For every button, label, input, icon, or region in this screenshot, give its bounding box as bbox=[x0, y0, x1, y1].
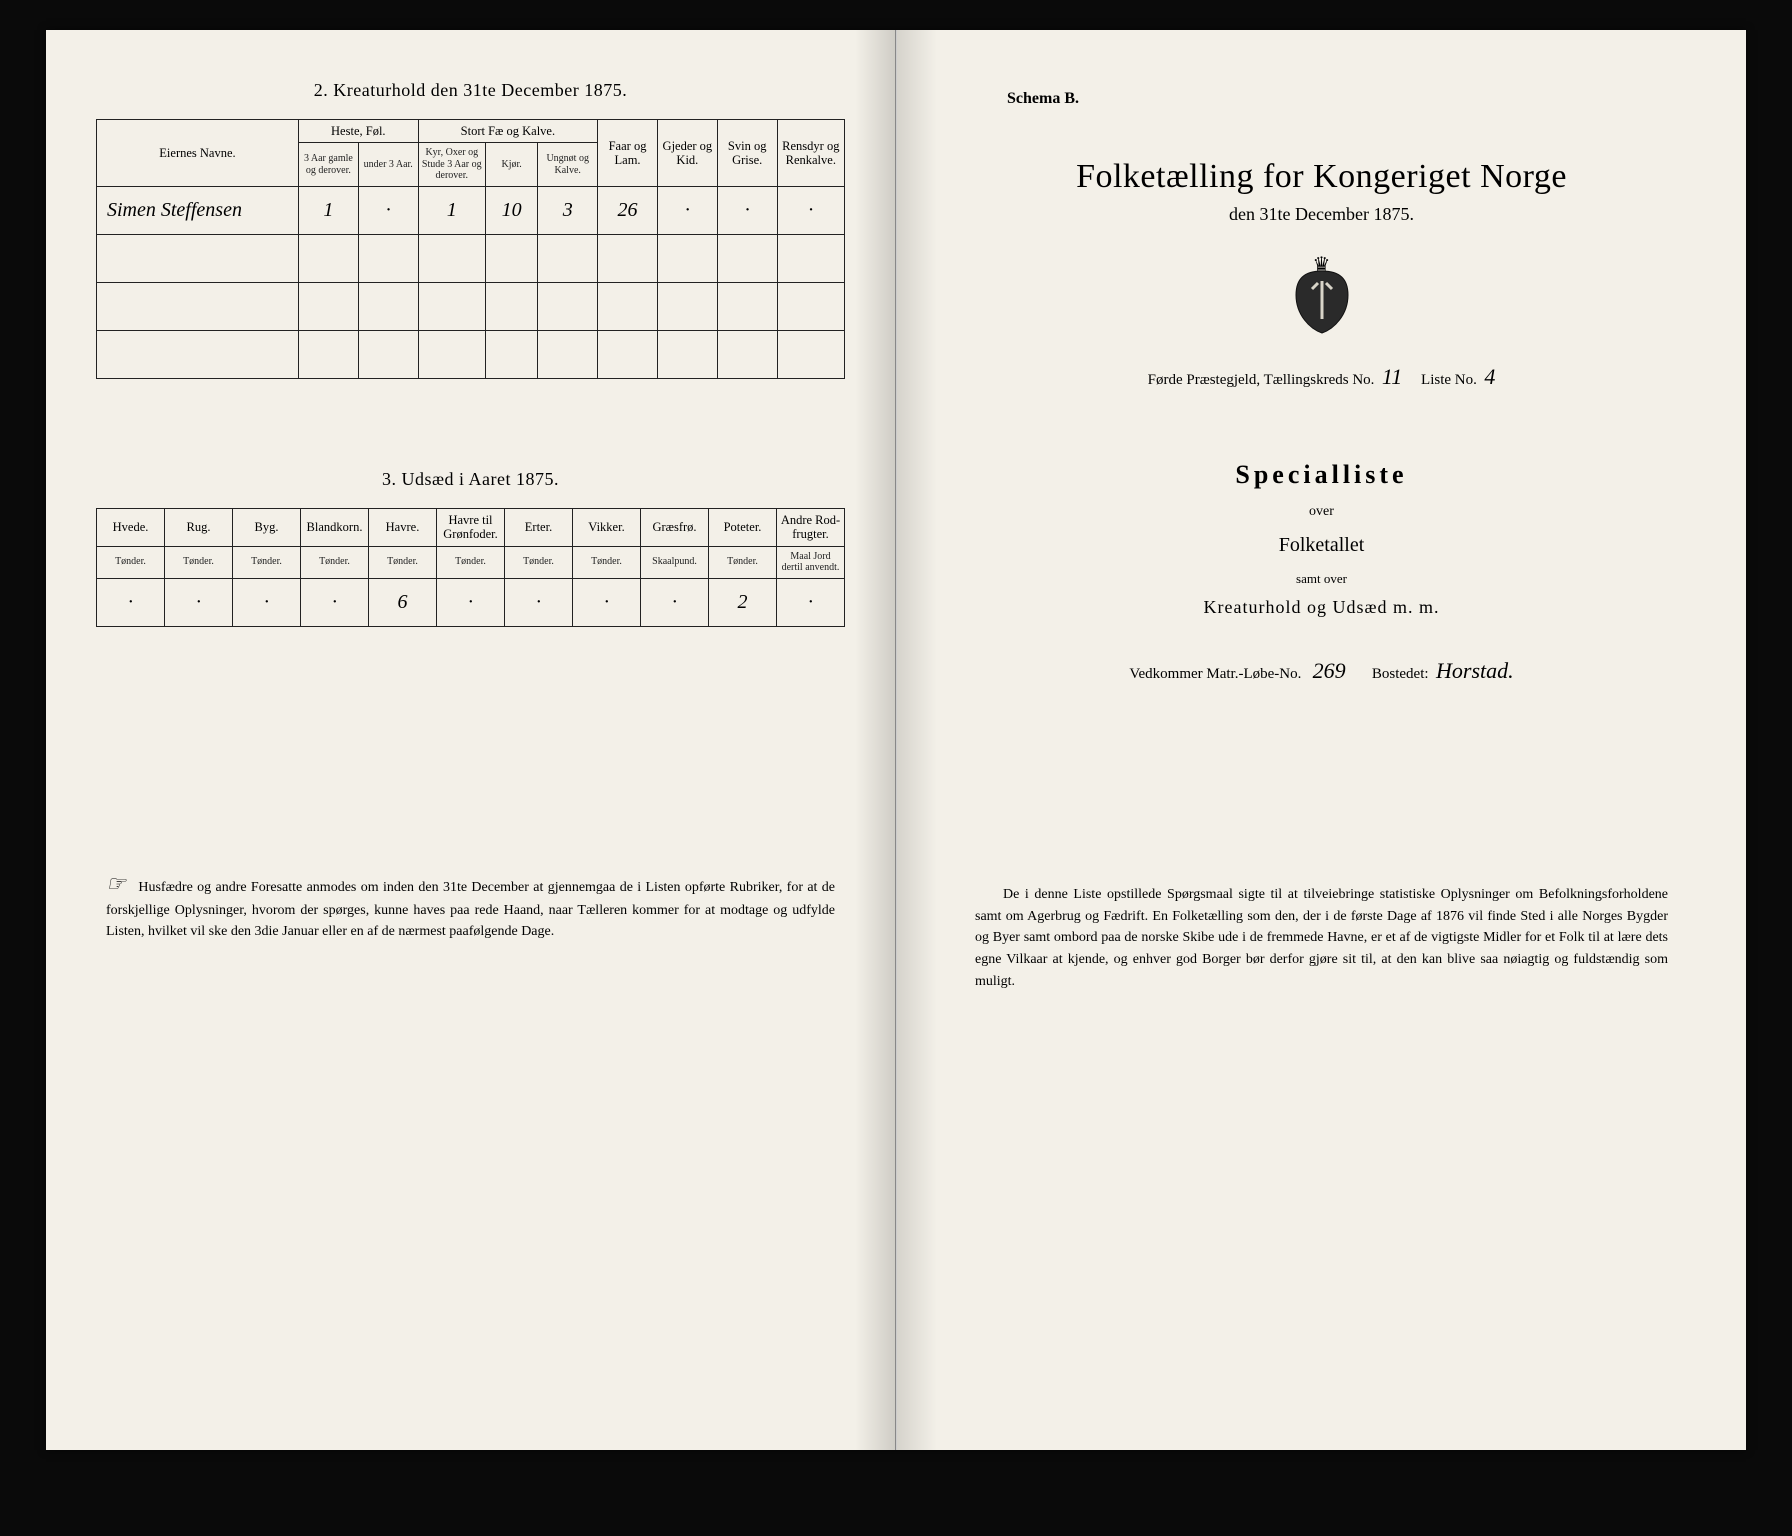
cell: · bbox=[573, 578, 641, 626]
col-oats: Havre. bbox=[369, 508, 437, 546]
parish-line: Førde Præstegjeld, Tællingskreds No. 11 … bbox=[947, 364, 1696, 390]
matr-number: 269 bbox=[1313, 658, 1346, 683]
cell: · bbox=[777, 578, 845, 626]
col-peas: Erter. bbox=[505, 508, 573, 546]
liste-number: 4 bbox=[1484, 364, 1495, 389]
col-cattle-3plus: Kyr, Oxer og Stude 3 Aar og derover. bbox=[418, 143, 485, 187]
col-horses: Heste, Føl. bbox=[298, 120, 418, 143]
census-date: den 31te December 1875. bbox=[947, 204, 1696, 225]
col-potatoes: Poteter. bbox=[709, 508, 777, 546]
liste-label: Liste No. bbox=[1421, 372, 1477, 388]
bottom-paragraph: De i denne Liste opstillede Spørgsmaal s… bbox=[947, 884, 1696, 992]
kreatur-label: Kreaturhold og Udsæd m. m. bbox=[947, 597, 1696, 618]
col-barley: Byg. bbox=[233, 508, 301, 546]
left-page: 2. Kreaturhold den 31te December 1875. E… bbox=[46, 30, 896, 1450]
parish-label: Førde Præstegjeld, Tællingskreds No. bbox=[1148, 372, 1375, 388]
cell: 3 bbox=[538, 186, 598, 234]
col-sheep: Faar og Lam. bbox=[598, 120, 658, 187]
right-page: Schema B. Folketælling for Kongeriget No… bbox=[896, 30, 1746, 1450]
unit: Tønder. bbox=[165, 546, 233, 578]
cell: · bbox=[358, 186, 418, 234]
kreds-number: 11 bbox=[1382, 364, 1402, 389]
table-row bbox=[97, 330, 845, 378]
col-rye: Rug. bbox=[165, 508, 233, 546]
col-grass-seed: Græsfrø. bbox=[641, 508, 709, 546]
col-pigs: Svin og Grise. bbox=[717, 120, 777, 187]
pointing-hand-icon: ☞ bbox=[106, 867, 134, 900]
col-wheat: Hvede. bbox=[97, 508, 165, 546]
cell: 1 bbox=[418, 186, 485, 234]
cell: · bbox=[641, 578, 709, 626]
unit: Tønder. bbox=[233, 546, 301, 578]
col-cows: Kjør. bbox=[485, 143, 537, 187]
specialliste-heading: Specialliste bbox=[947, 460, 1696, 490]
unit: Tønder. bbox=[505, 546, 573, 578]
unit: Tønder. bbox=[709, 546, 777, 578]
cell: 6 bbox=[369, 578, 437, 626]
table2-title: 2. Kreaturhold den 31te December 1875. bbox=[96, 80, 845, 101]
cell: · bbox=[717, 186, 777, 234]
cell: 26 bbox=[598, 186, 658, 234]
col-goats: Gjeder og Kid. bbox=[657, 120, 717, 187]
unit: Skaalpund. bbox=[641, 546, 709, 578]
unit: Tønder. bbox=[97, 546, 165, 578]
table-row bbox=[97, 282, 845, 330]
table-row: · · · · 6 · · · · 2 · bbox=[97, 578, 845, 626]
livestock-table: Eiernes Navne. Heste, Føl. Stort Fæ og K… bbox=[96, 119, 845, 379]
matr-line: Vedkommer Matr.-Løbe-No. 269 Bostedet: H… bbox=[947, 658, 1696, 684]
cell: · bbox=[233, 578, 301, 626]
col-owner-name: Eiernes Navne. bbox=[97, 120, 299, 187]
coat-of-arms-icon: ♛ bbox=[947, 255, 1696, 344]
col-other-roots: Andre Rod-frugter. bbox=[777, 508, 845, 546]
cell: · bbox=[437, 578, 505, 626]
cell: · bbox=[657, 186, 717, 234]
samt-label: samt over bbox=[947, 571, 1696, 587]
cell: · bbox=[301, 578, 369, 626]
cell: 1 bbox=[298, 186, 358, 234]
col-mixed: Blandkorn. bbox=[301, 508, 369, 546]
col-oats-green: Havre til Grønfoder. bbox=[437, 508, 505, 546]
cell: · bbox=[777, 186, 844, 234]
col-reindeer: Rensdyr og Renkalve. bbox=[777, 120, 844, 187]
col-horse-3plus: 3 Aar gamle og derover. bbox=[298, 143, 358, 187]
col-vetch: Vikker. bbox=[573, 508, 641, 546]
bostedet-value: Horstad. bbox=[1436, 658, 1514, 683]
col-calves: Ungnøt og Kalve. bbox=[538, 143, 598, 187]
table-row: Simen Steffensen 1 · 1 10 3 26 · · · bbox=[97, 186, 845, 234]
folketallet-label: Folketallet bbox=[947, 534, 1696, 557]
main-title: Folketælling for Kongeriget Norge bbox=[947, 158, 1696, 196]
unit: Tønder. bbox=[301, 546, 369, 578]
bottom-text: De i denne Liste opstillede Spørgsmaal s… bbox=[975, 887, 1668, 989]
cell: 2 bbox=[709, 578, 777, 626]
cell: · bbox=[165, 578, 233, 626]
cell: · bbox=[97, 578, 165, 626]
table3-title: 3. Udsæd i Aaret 1875. bbox=[96, 469, 845, 490]
schema-label: Schema B. bbox=[1007, 90, 1696, 108]
col-cattle: Stort Fæ og Kalve. bbox=[418, 120, 598, 143]
footnote-block: ☞ Husfædre og andre Foresatte anmodes om… bbox=[96, 867, 845, 942]
unit: Tønder. bbox=[573, 546, 641, 578]
footnote-text: Husfædre og andre Foresatte anmodes om i… bbox=[106, 880, 835, 939]
over-label: over bbox=[947, 504, 1696, 520]
cell: 10 bbox=[485, 186, 537, 234]
matr-label: Vedkommer Matr.-Løbe-No. bbox=[1129, 666, 1301, 682]
table-row bbox=[97, 234, 845, 282]
bostedet-label: Bostedet: bbox=[1372, 666, 1429, 682]
unit: Tønder. bbox=[437, 546, 505, 578]
seed-table: Hvede. Rug. Byg. Blandkorn. Havre. Havre… bbox=[96, 508, 845, 627]
owner-name: Simen Steffensen bbox=[97, 186, 299, 234]
unit: Tønder. bbox=[369, 546, 437, 578]
book-spread: 2. Kreaturhold den 31te December 1875. E… bbox=[46, 30, 1746, 1450]
col-horse-under3: under 3 Aar. bbox=[358, 143, 418, 187]
cell: · bbox=[505, 578, 573, 626]
unit: Maal Jord dertil anvendt. bbox=[777, 546, 845, 578]
